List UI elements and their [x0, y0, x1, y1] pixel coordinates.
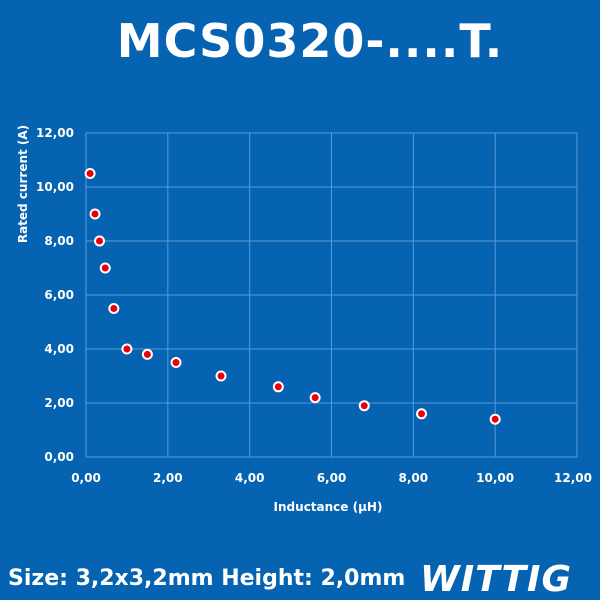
y-tick-label: 4,00 [44, 342, 74, 356]
data-point [94, 235, 106, 247]
x-axis-label: Inductance (µH) [274, 500, 383, 514]
x-tick-label: 4,00 [235, 471, 265, 485]
data-point [99, 262, 111, 274]
size-info: Size: 3,2x3,2mm Height: 2,0mm [8, 566, 406, 591]
y-axis-label: Rated current (A) [16, 125, 30, 243]
y-tick-label: 8,00 [44, 234, 74, 248]
x-tick-label: 10,00 [476, 471, 514, 485]
data-point [215, 370, 227, 382]
y-tick-label: 2,00 [44, 396, 74, 410]
y-tick-label: 0,00 [44, 450, 74, 464]
data-point [89, 208, 101, 220]
data-point [141, 348, 153, 360]
data-point [309, 392, 321, 404]
data-point [170, 357, 182, 368]
data-point [121, 343, 133, 355]
chart-grid [85, 132, 578, 458]
data-point [108, 303, 120, 314]
data-point [272, 381, 284, 393]
x-tick-label: 8,00 [399, 471, 429, 485]
data-point [416, 408, 428, 420]
y-tick-label: 10,00 [36, 180, 74, 194]
wittig-logo: WITTIG [420, 559, 572, 600]
x-tick-label: 12,00 [554, 471, 592, 485]
page-title: MCS0320-....T. [116, 14, 504, 68]
x-tick-label: 0,00 [71, 471, 101, 485]
x-tick-label: 2,00 [153, 471, 183, 485]
data-point [489, 413, 501, 425]
y-tick-label: 6,00 [44, 288, 74, 302]
y-tick-label: 12,00 [36, 126, 74, 140]
data-point [84, 168, 96, 179]
chart-tick-labels: 0,00 2,00 4,00 6,00 8,00 10,00 12,00 0,00 2,00 4,… [36, 126, 592, 485]
chart-points [84, 168, 501, 425]
x-tick-label: 6,00 [317, 471, 347, 485]
data-point [358, 400, 370, 412]
